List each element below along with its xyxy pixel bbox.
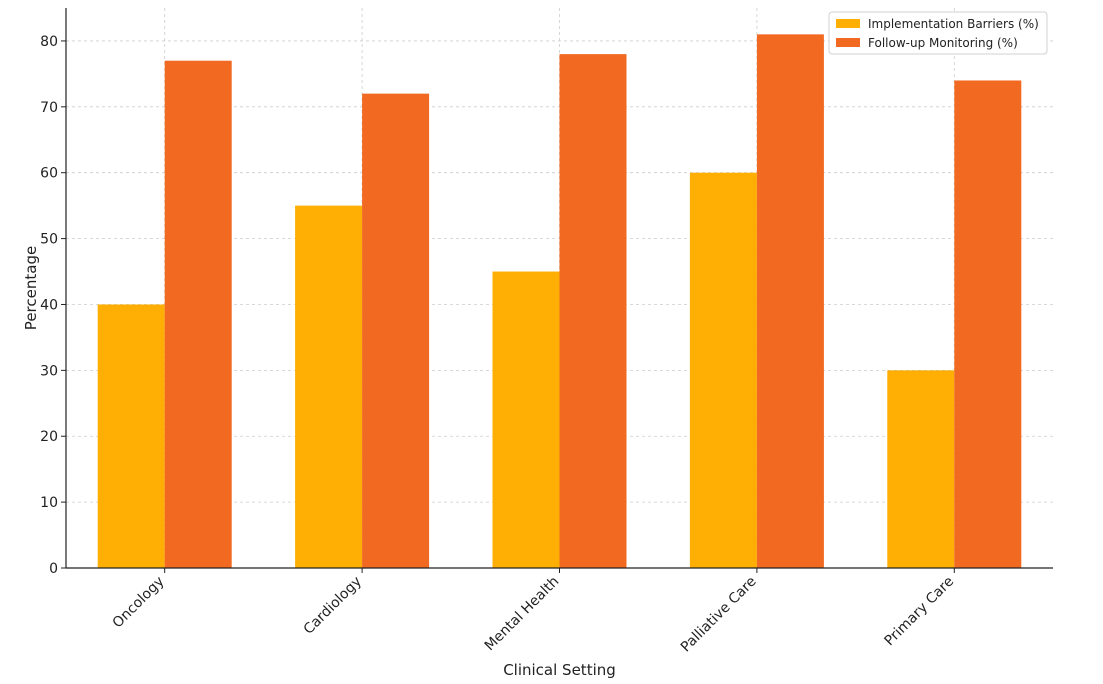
bar-follow-up-monitoring: [756, 34, 824, 568]
x-tick-label: Mental Health: [482, 574, 563, 655]
legend-box: [828, 11, 1048, 55]
y-axis-title: Percentage: [22, 246, 40, 330]
y-tick-label: 70: [40, 100, 58, 116]
x-axis-title: Clinical Setting: [503, 661, 616, 679]
legend-label: Implementation Barriers (%): [868, 17, 1039, 31]
bar-implementation-barriers: [295, 205, 363, 568]
bar-follow-up-monitoring: [362, 93, 430, 568]
bar-implementation-barriers: [492, 271, 560, 568]
y-tick-label: 10: [40, 495, 58, 511]
bar-follow-up-monitoring: [559, 54, 627, 568]
y-tick-label: 30: [40, 363, 58, 379]
legend-label: Follow-up Monitoring (%): [868, 36, 1018, 50]
bar-implementation-barriers: [689, 172, 757, 569]
y-tick-label: 50: [40, 232, 58, 248]
bar-implementation-barriers: [887, 370, 955, 568]
x-tick-label: Cardiology: [301, 574, 365, 638]
bar-follow-up-monitoring: [164, 60, 232, 569]
bar-follow-up-monitoring: [954, 80, 1022, 569]
bar-implementation-barriers: [97, 304, 165, 568]
x-tick-label: Palliative Care: [678, 574, 760, 656]
bars: [97, 34, 1022, 569]
y-tick-label: 20: [40, 429, 58, 445]
y-tick-label: 60: [40, 166, 58, 182]
legend: Implementation Barriers (%) Follow-up Mon…: [828, 11, 1048, 55]
legend-swatch: [836, 19, 860, 28]
y-tick-label: 80: [40, 34, 58, 50]
y-ticks: 0 10 20 30 40 50 60 70 80: [40, 34, 66, 577]
x-ticks: Oncology Cardiology Mental Health Palliativ…: [110, 568, 957, 655]
y-tick-label: 0: [49, 561, 58, 577]
x-tick-label: Primary Care: [881, 574, 957, 650]
legend-swatch: [836, 38, 860, 47]
x-tick-label: Oncology: [110, 574, 168, 632]
y-tick-label: 40: [40, 297, 58, 313]
